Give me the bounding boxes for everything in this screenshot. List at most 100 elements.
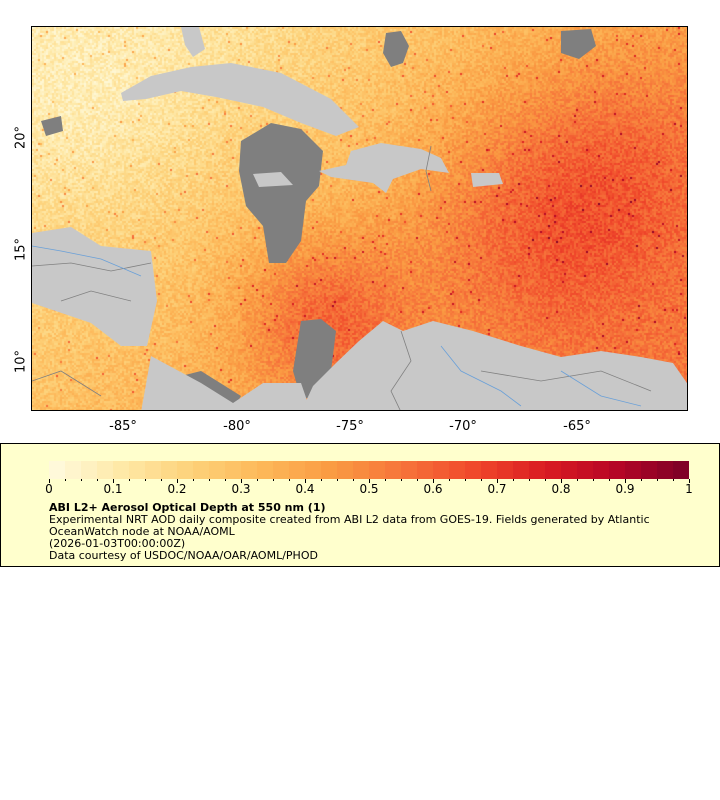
land-areas (32, 27, 687, 410)
legend-title: ABI L2+ Aerosol Optical Depth at 550 nm … (49, 501, 326, 514)
colorbar-tick (257, 479, 258, 481)
colorbar-step (593, 461, 609, 479)
colorbar-step (49, 461, 65, 479)
colorbar-step (369, 461, 385, 479)
country-border (60, 290, 132, 302)
colorbar-tick (529, 479, 530, 481)
country-border (390, 330, 412, 410)
colorbar-step (577, 461, 593, 479)
legend-description-cont: OceanWatch node at NOAA/AOML (49, 525, 235, 538)
colorbar-step (641, 461, 657, 479)
colorbar-tick (401, 479, 402, 481)
legend-time: (2026-01-03T00:00:00Z) (49, 537, 186, 550)
colorbar-step (465, 461, 481, 479)
colorbar (49, 461, 689, 479)
land-puerto-rico (471, 173, 503, 187)
colorbar-step (113, 461, 129, 479)
colorbar-tick (145, 479, 146, 481)
colorbar-step (289, 461, 305, 479)
colorbar-tick (129, 479, 130, 481)
colorbar-tick (481, 479, 482, 481)
country-border (32, 262, 152, 272)
land-hispaniola (319, 143, 449, 193)
colorbar-tick-label: 0.1 (103, 482, 123, 496)
colorbar-step (81, 461, 97, 479)
colorbar-tick (289, 479, 290, 481)
country-border (32, 370, 102, 397)
lon-label-75w: -75° (336, 419, 364, 434)
colorbar-tick-label: 0.7 (487, 482, 507, 496)
colorbar-tick (449, 479, 450, 481)
colorbar-tick (241, 479, 242, 483)
colorbar-tick-label: 0.9 (615, 482, 635, 496)
colorbar-step (385, 461, 401, 479)
colorbar-step (513, 461, 529, 479)
colorbar-step (177, 461, 193, 479)
land-jamaica (253, 172, 293, 187)
colorbar-step (433, 461, 449, 479)
colorbar-tick-label: 0.5 (359, 482, 379, 496)
colorbar-tick-label: 0.4 (295, 482, 315, 496)
colorbar-tick (305, 479, 306, 483)
colorbar-step (145, 461, 161, 479)
land-cuba (121, 63, 359, 136)
colorbar-step (609, 461, 625, 479)
legend-description: Experimental NRT AOD daily composite cre… (49, 513, 650, 526)
lon-label-65w: -65° (563, 419, 591, 434)
lat-label-10: 10° (13, 349, 29, 374)
colorbar-step (257, 461, 273, 479)
colorbar-tick (193, 479, 194, 481)
colorbar-step (97, 461, 113, 479)
colorbar-step (561, 461, 577, 479)
colorbar-step (241, 461, 257, 479)
colorbar-tick (225, 479, 226, 481)
colorbar-step (417, 461, 433, 479)
colorbar-tick (593, 479, 594, 481)
colorbar-step (529, 461, 545, 479)
colorbar-tick (673, 479, 674, 481)
colorbar-step (657, 461, 673, 479)
colorbar-step (225, 461, 241, 479)
colorbar-tick (545, 479, 546, 481)
lat-label-15: 15° (13, 237, 29, 262)
river (560, 370, 642, 407)
colorbar-step (305, 461, 321, 479)
country-border (425, 145, 432, 192)
colorbar-tick (273, 479, 274, 481)
colorbar-tick-label: 1 (685, 482, 693, 496)
colorbar-tick (513, 479, 514, 481)
lon-label-70w: -70° (449, 419, 477, 434)
land-florida (181, 27, 205, 57)
colorbar-tick (65, 479, 66, 481)
land-central-america-south (141, 356, 311, 410)
colorbar-step (673, 461, 689, 479)
colorbar-tick (97, 479, 98, 481)
colorbar-step (161, 461, 177, 479)
colorbar-tick (625, 479, 626, 483)
colorbar-tick (609, 479, 610, 481)
lon-label-80w: -80° (223, 419, 251, 434)
colorbar-tick (385, 479, 386, 481)
colorbar-tick (177, 479, 178, 483)
colorbar-tick (49, 479, 50, 483)
rivers (32, 245, 642, 407)
colorbar-tick (465, 479, 466, 481)
river (440, 345, 522, 407)
colorbar-step (497, 461, 513, 479)
colorbar-step (321, 461, 337, 479)
colorbar-tick (337, 479, 338, 481)
colorbar-tick (657, 479, 658, 481)
colorbar-tick (81, 479, 82, 481)
colorbar-tick-label: 0.6 (423, 482, 443, 496)
colorbar-step (449, 461, 465, 479)
no-data-area (383, 31, 409, 67)
colorbar-step (65, 461, 81, 479)
no-data-area (239, 123, 323, 263)
colorbar-tick (497, 479, 498, 483)
colorbar-tick (641, 479, 642, 481)
colorbar-tick (561, 479, 562, 483)
country-border (480, 370, 652, 392)
no-data-area (561, 29, 596, 59)
lon-label-85w: -85° (109, 419, 137, 434)
colorbar-tick-label: 0.3 (231, 482, 251, 496)
